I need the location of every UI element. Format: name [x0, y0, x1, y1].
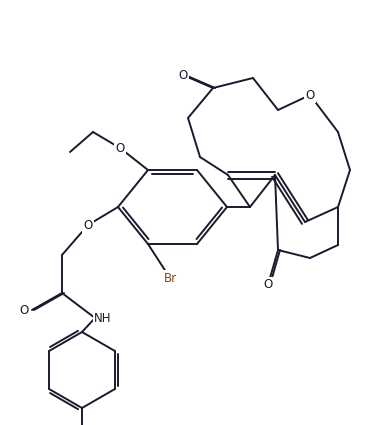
- Text: O: O: [19, 303, 29, 317]
- Text: Br: Br: [163, 272, 176, 284]
- Text: O: O: [178, 68, 188, 82]
- Text: O: O: [264, 278, 272, 292]
- Text: NH: NH: [94, 312, 112, 325]
- Text: O: O: [305, 88, 315, 102]
- Text: O: O: [83, 218, 92, 232]
- Text: O: O: [115, 142, 125, 155]
